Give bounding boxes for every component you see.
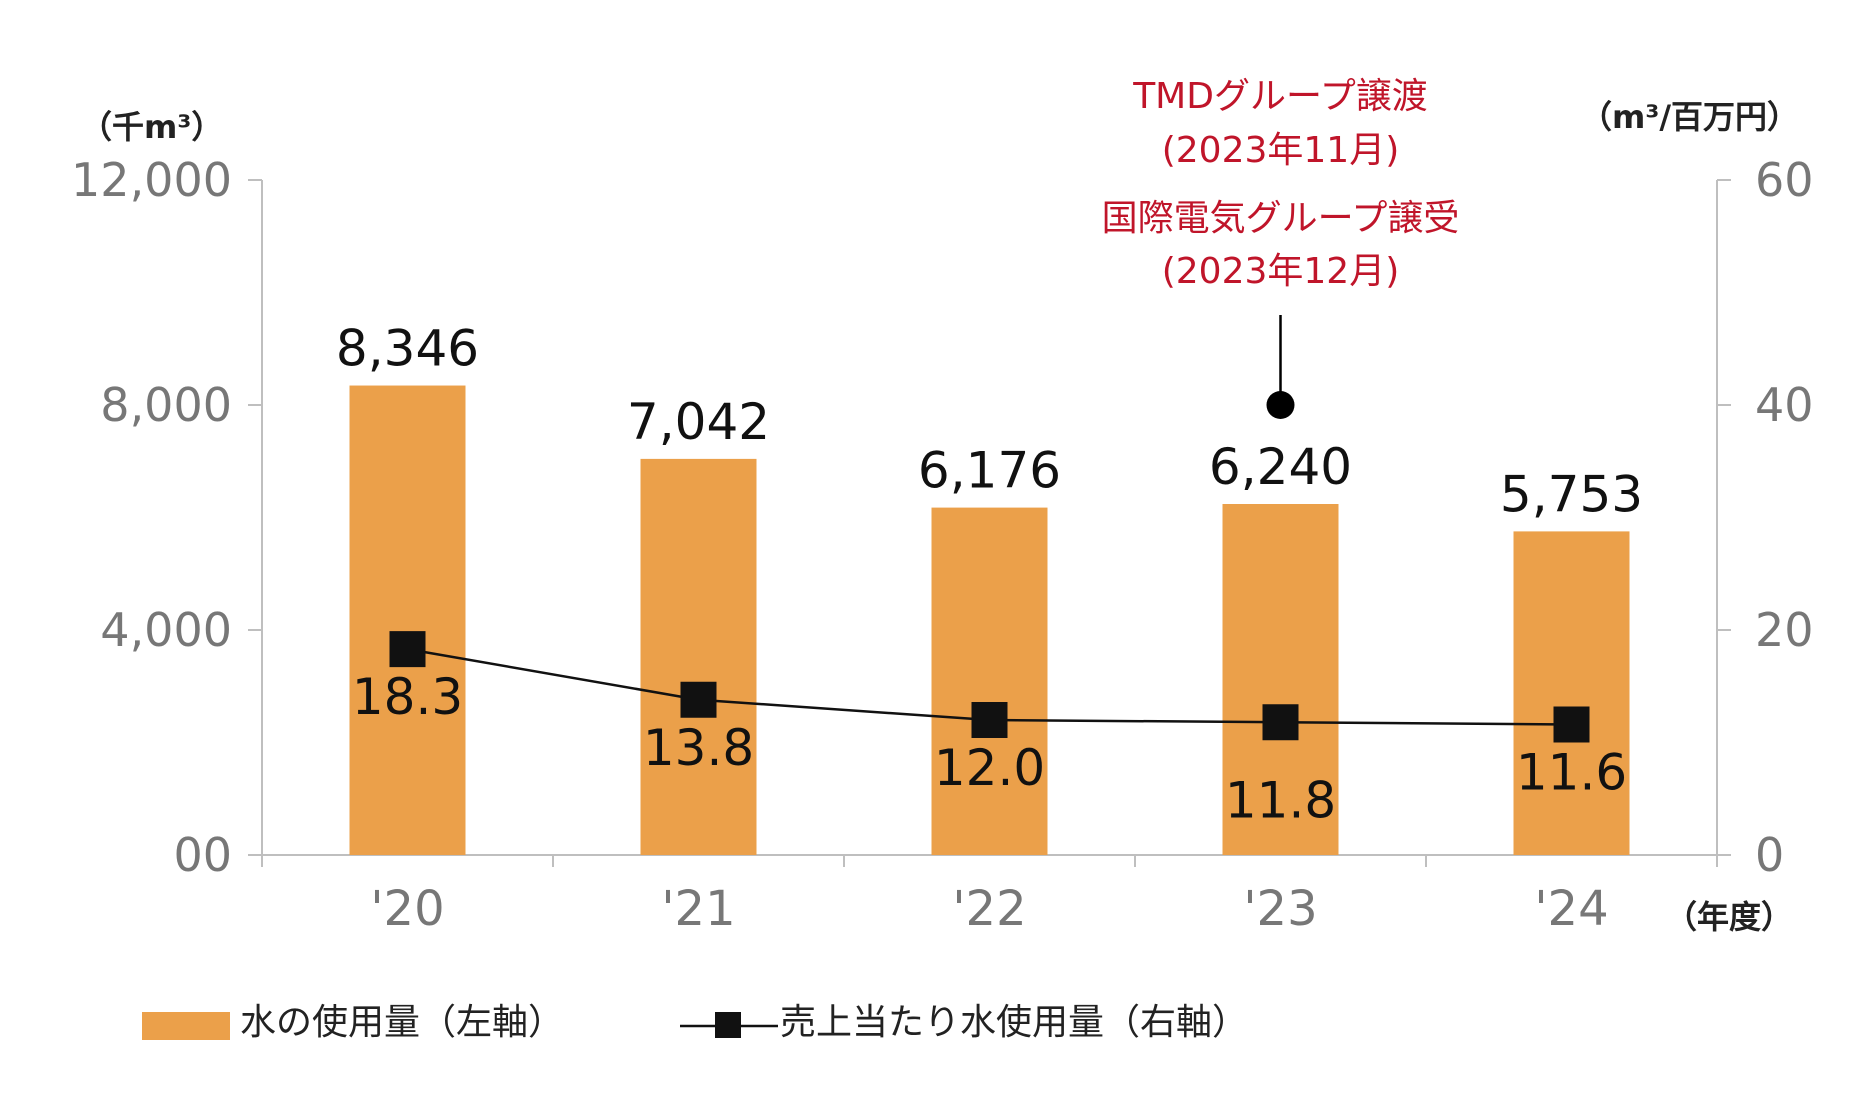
left-tick-label: 00	[173, 828, 232, 882]
line-value-label: 12.0	[934, 739, 1045, 797]
line-marker	[680, 681, 717, 718]
legend-line-marker	[715, 1012, 741, 1038]
bar-value-label: 6,240	[1209, 438, 1352, 496]
x-tick-label: '24	[1534, 881, 1608, 937]
line-marker	[389, 631, 426, 668]
bar-value-label: 5,753	[1500, 465, 1643, 523]
legend-bar-swatch	[142, 1012, 230, 1040]
bar-value-label: 7,042	[627, 393, 770, 451]
bar-value-label: 6,176	[918, 442, 1061, 500]
line-marker	[1553, 706, 1590, 743]
right-tick-label: 60	[1755, 153, 1814, 207]
bar	[349, 385, 466, 855]
line-series	[389, 631, 1590, 743]
x-tick-label: '23	[1243, 881, 1317, 937]
right-tick-label: 20	[1755, 603, 1814, 657]
annotation-text: 国際電気グループ譲受	[1102, 198, 1460, 239]
annotation-text: TMDグループ譲渡	[1132, 76, 1428, 117]
left-tick-label: 8,000	[100, 378, 232, 432]
line-marker	[971, 702, 1008, 738]
data-labels: 8,346 7,042 6,176 6,240 5,753 18.3 13.8 12.0 11.…	[336, 320, 1643, 830]
right-axis-unit: （m³/百万円）	[1580, 98, 1799, 136]
annotation-pointer-dot	[1266, 391, 1295, 419]
left-axis-unit: （千m³）	[80, 108, 223, 146]
line-value-label: 11.8	[1225, 771, 1336, 829]
axes: 00 4,000 8,000 12,000 0 20 40 60 '20 '21 '22 '23 '24…	[71, 98, 1814, 937]
line-marker	[1262, 704, 1299, 741]
bar	[931, 507, 1048, 855]
legend: 水の使用量（左軸） 売上当たり水使用量（右軸）	[142, 1002, 1248, 1043]
legend-bar-label: 水の使用量（左軸）	[240, 1002, 564, 1043]
bar	[1513, 531, 1630, 855]
x-axis-unit: （年度）	[1665, 898, 1793, 936]
line-value-label: 13.8	[643, 719, 754, 777]
right-tick-label: 40	[1755, 378, 1814, 432]
annotation-text: (2023年12月)	[1162, 251, 1400, 292]
x-tick-label: '20	[370, 881, 444, 937]
x-tick-label: '21	[661, 881, 735, 937]
left-tick-label: 12,000	[71, 153, 232, 207]
bar-value-label: 8,346	[336, 320, 479, 378]
left-tick-label: 4,000	[100, 603, 232, 657]
line-value-label: 11.6	[1516, 744, 1627, 802]
bars	[349, 385, 1630, 855]
line-value-label: 18.3	[352, 668, 463, 726]
legend-line-label: 売上当たり水使用量（右軸）	[780, 1002, 1248, 1043]
x-tick-label: '22	[952, 881, 1026, 937]
right-tick-label: 0	[1755, 828, 1784, 882]
bar	[1222, 504, 1339, 855]
annotation-text: (2023年11月)	[1162, 130, 1400, 171]
annotation: TMDグループ譲渡 (2023年11月) 国際電気グループ譲受 (2023年12月)	[1102, 76, 1460, 419]
bar	[640, 458, 757, 855]
